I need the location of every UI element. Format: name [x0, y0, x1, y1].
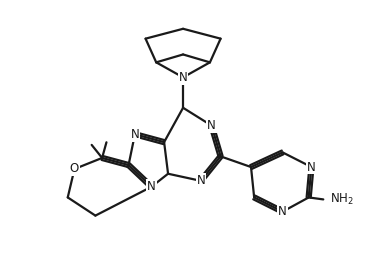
Text: N: N [278, 205, 287, 218]
Text: N: N [307, 161, 316, 174]
Text: N: N [179, 71, 187, 84]
Text: O: O [70, 162, 79, 176]
Text: N: N [207, 119, 216, 132]
Text: N: N [130, 128, 139, 141]
Text: N: N [147, 180, 156, 193]
Text: N: N [197, 174, 205, 187]
Text: NH$_2$: NH$_2$ [330, 192, 354, 207]
